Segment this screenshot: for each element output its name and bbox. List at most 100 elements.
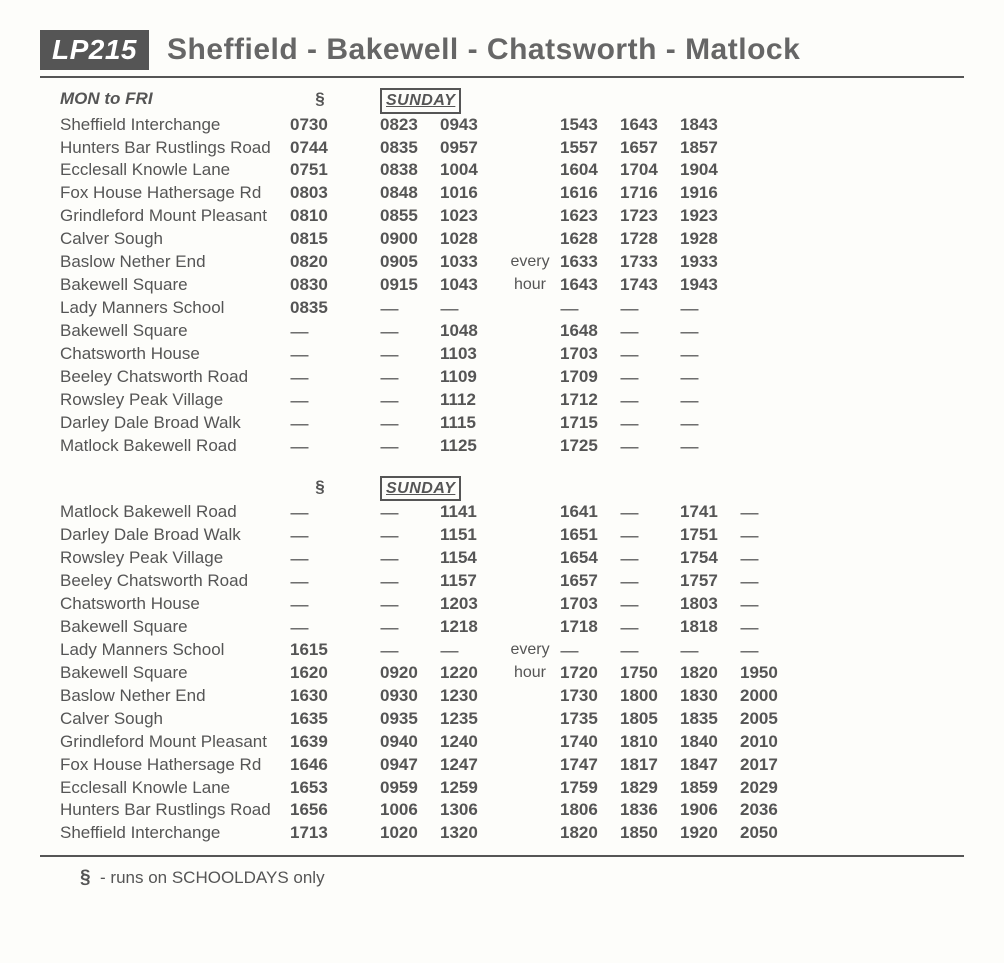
stop-name: Fox House Hathersage Rd <box>60 182 290 205</box>
time-cell: 1835 <box>680 708 740 731</box>
time-dash: ------ <box>620 320 680 343</box>
time-dash: ------ <box>740 593 800 616</box>
time-cell: 1643 <box>620 114 680 137</box>
time-cell: 1728 <box>620 228 680 251</box>
stop-name: Beeley Chatsworth Road <box>60 570 290 593</box>
time-cell: 1639 <box>290 731 350 754</box>
frequency-note <box>500 137 560 160</box>
frequency-note <box>500 182 560 205</box>
time-cell: 0940 <box>380 731 440 754</box>
time-cell: 1703 <box>560 343 620 366</box>
time-dash: ------ <box>740 547 800 570</box>
time-cell: 1720 <box>560 662 620 685</box>
time-cell: 0835 <box>290 297 350 320</box>
time-dash: ------ <box>290 412 350 435</box>
time-cell: 1125 <box>440 435 500 458</box>
time-cell: 0943 <box>440 114 500 137</box>
time-cell: 1628 <box>560 228 620 251</box>
sunday-header: SUNDAY <box>380 476 500 502</box>
time-cell: 1259 <box>440 777 500 800</box>
time-dash: ------ <box>290 343 350 366</box>
stop-name: Darley Dale Broad Walk <box>60 524 290 547</box>
time-dash: ------ <box>740 524 800 547</box>
time-cell: 1112 <box>440 389 500 412</box>
frequency-note <box>500 228 560 251</box>
time-cell: 1033 <box>440 251 500 274</box>
frequency-note <box>500 708 560 731</box>
time-cell: 1648 <box>560 320 620 343</box>
time-cell: 0823 <box>380 114 440 137</box>
timetable: MON to FRI§SUNDAYSheffield Interchange07… <box>60 88 964 845</box>
time-cell: 1754 <box>680 547 740 570</box>
frequency-note <box>500 501 560 524</box>
time-cell: 0820 <box>290 251 350 274</box>
time-dash: ------ <box>290 366 350 389</box>
time-cell: 2036 <box>740 799 800 822</box>
frequency-note <box>500 799 560 822</box>
stop-name: Matlock Bakewell Road <box>60 501 290 524</box>
time-cell: 1320 <box>440 822 500 845</box>
time-cell: 1906 <box>680 799 740 822</box>
frequency-note: hour <box>500 274 560 297</box>
stop-name: Bakewell Square <box>60 320 290 343</box>
sunday-header: SUNDAY <box>380 88 500 114</box>
frequency-note <box>500 320 560 343</box>
time-cell: 0838 <box>380 159 440 182</box>
time-cell: 0848 <box>380 182 440 205</box>
frequency-note <box>500 366 560 389</box>
time-cell: 1657 <box>560 570 620 593</box>
time-cell: 1747 <box>560 754 620 777</box>
time-dash: ------ <box>380 343 440 366</box>
time-dash: ------ <box>560 297 620 320</box>
frequency-note <box>500 685 560 708</box>
time-cell: 1933 <box>680 251 740 274</box>
frequency-note <box>500 435 560 458</box>
time-cell: 1800 <box>620 685 680 708</box>
time-cell: 1817 <box>620 754 680 777</box>
time-cell: 1247 <box>440 754 500 777</box>
time-cell: 1950 <box>740 662 800 685</box>
stop-name: Rowsley Peak Village <box>60 389 290 412</box>
time-cell: 0751 <box>290 159 350 182</box>
time-cell: 0915 <box>380 274 440 297</box>
time-cell: 1725 <box>560 435 620 458</box>
time-cell: 1836 <box>620 799 680 822</box>
frequency-note <box>500 731 560 754</box>
time-cell: 0810 <box>290 205 350 228</box>
frequency-note <box>500 822 560 845</box>
time-dash: ------ <box>290 593 350 616</box>
time-dash: ------ <box>380 412 440 435</box>
route-title: Sheffield - Bakewell - Chatsworth - Matl… <box>167 33 800 67</box>
schooldays-symbol: § <box>290 88 350 114</box>
time-cell: 0815 <box>290 228 350 251</box>
time-dash: ------ <box>290 547 350 570</box>
frequency-note <box>500 524 560 547</box>
footnote-text: - runs on SCHOOLDAYS only <box>100 868 325 887</box>
time-cell: 1016 <box>440 182 500 205</box>
time-dash: ------ <box>440 297 500 320</box>
time-cell: 1633 <box>560 251 620 274</box>
route-badge: LP215 <box>40 30 149 70</box>
time-cell: 1615 <box>290 639 350 662</box>
stop-name: Sheffield Interchange <box>60 114 290 137</box>
time-cell: 1820 <box>680 662 740 685</box>
time-cell: 1818 <box>680 616 740 639</box>
time-dash: ------ <box>560 639 620 662</box>
stop-name: Beeley Chatsworth Road <box>60 366 290 389</box>
time-cell: 1651 <box>560 524 620 547</box>
time-cell: 1806 <box>560 799 620 822</box>
time-cell: 1740 <box>560 731 620 754</box>
time-cell: 1023 <box>440 205 500 228</box>
time-cell: 1109 <box>440 366 500 389</box>
time-cell: 1830 <box>680 685 740 708</box>
frequency-note: hour <box>500 662 560 685</box>
stop-name: Sheffield Interchange <box>60 822 290 845</box>
time-cell: 1733 <box>620 251 680 274</box>
time-dash: ------ <box>380 524 440 547</box>
time-cell: 1716 <box>620 182 680 205</box>
frequency-note: every <box>500 251 560 274</box>
time-cell: 1820 <box>560 822 620 845</box>
time-cell: 1751 <box>680 524 740 547</box>
time-dash: ------ <box>290 389 350 412</box>
time-cell: 1723 <box>620 205 680 228</box>
